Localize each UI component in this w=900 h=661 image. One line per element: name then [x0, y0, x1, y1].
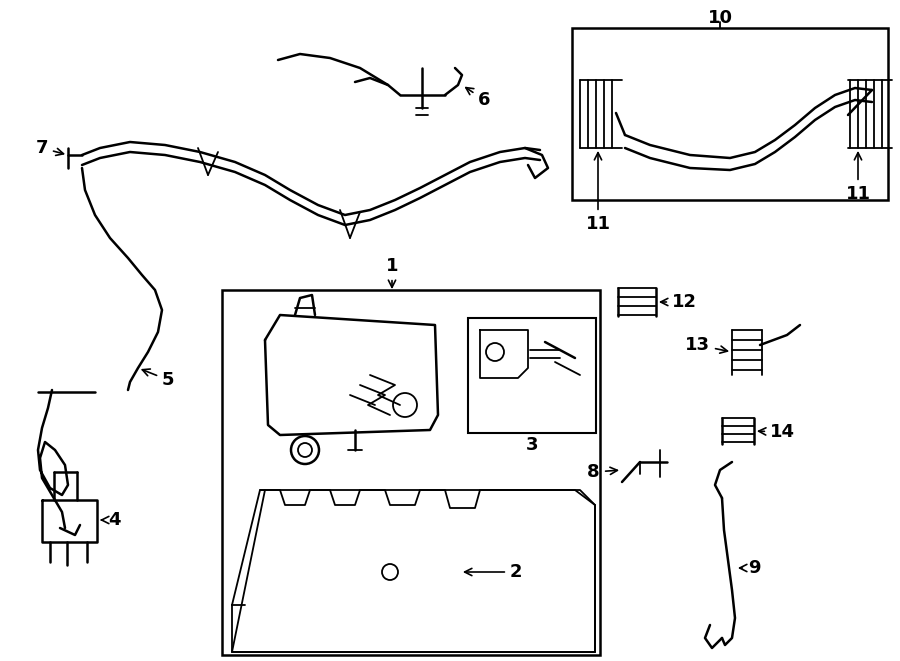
Bar: [222, 290, 600, 655]
Text: 11: 11: [586, 153, 610, 233]
Text: 5: 5: [142, 369, 175, 389]
Text: 11: 11: [845, 153, 870, 203]
Text: 1: 1: [386, 257, 398, 288]
Text: 9: 9: [740, 559, 760, 577]
Text: 4: 4: [102, 511, 121, 529]
Text: 12: 12: [661, 293, 697, 311]
Text: 13: 13: [685, 336, 727, 354]
Text: 8: 8: [588, 463, 617, 481]
Text: 14: 14: [759, 423, 795, 441]
Text: 2: 2: [464, 563, 523, 581]
Text: 7: 7: [35, 139, 64, 157]
Bar: [468, 318, 596, 433]
Text: 6: 6: [466, 88, 490, 109]
Text: 3: 3: [526, 436, 538, 454]
Text: 10: 10: [707, 9, 733, 27]
Bar: [572, 28, 888, 200]
